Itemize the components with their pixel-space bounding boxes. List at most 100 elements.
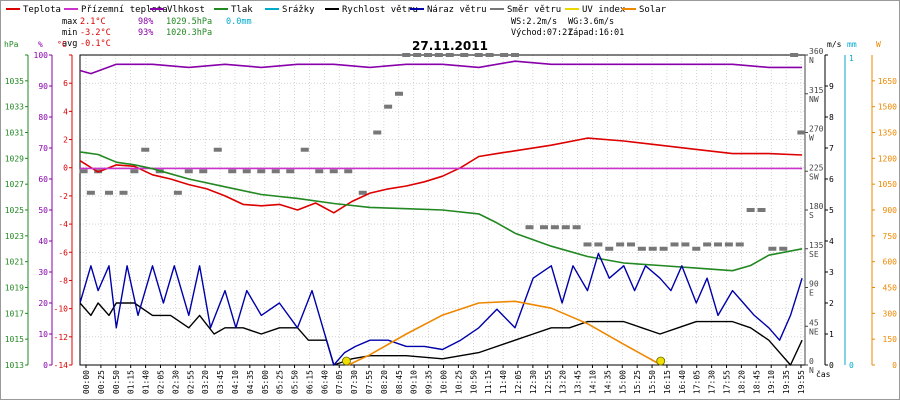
wind-direction-point (735, 242, 744, 247)
wind-direction-point (105, 190, 113, 195)
x-tick-label: 02:05 (156, 370, 165, 394)
stats-max-rain: 0.0mm (226, 17, 252, 27)
series (79, 53, 806, 366)
x-tick-label: 06:15 (305, 370, 314, 394)
x-tick-label: 02:30 (171, 370, 180, 394)
wind-direction-point (86, 190, 95, 195)
mm-axis-tick-label: 1 (849, 54, 854, 63)
temp-axis-tick-label: -14 (54, 361, 69, 370)
x-tick-label: 05:25 (276, 370, 285, 394)
wind-direction-point (511, 53, 519, 57)
x-tick-label: 15:50 (648, 370, 657, 394)
dir-axis-compass-label: N (809, 56, 814, 65)
series-line-naraz-vetru (79, 252, 803, 366)
hpa-axis-tick-label: 1035 (5, 77, 24, 86)
wind-direction-point (413, 53, 422, 57)
stats-max-temp: 2.1°C (80, 17, 106, 27)
dir-axis-tick-label: 135 (809, 241, 824, 250)
hum-axis-tick-label: 80 (38, 113, 48, 122)
w-axis-tick-label: 600 (883, 258, 898, 267)
stats-min-label: min (62, 28, 77, 38)
axis-unit-ms: m/s (827, 40, 842, 49)
w-axis-tick-label: 0 (892, 361, 897, 370)
wind-direction-point (779, 246, 788, 251)
legend: Teplota Přízemní teplota Vlhkost Tlak Srážky… (6, 5, 667, 15)
legend-label: Přízemní teplota (81, 5, 168, 15)
x-tick-label: 09:10 (410, 370, 419, 394)
x-tick-label: 01:15 (127, 370, 136, 394)
w-axis-tick-label: 1350 (878, 129, 897, 138)
wind-direction-point (648, 246, 657, 251)
w-axis-tick-label: 750 (883, 232, 898, 241)
legend-label: Solar (639, 5, 667, 15)
wind-direction-point (540, 225, 548, 230)
axis-unit-hpa: hPa (4, 40, 19, 49)
x-tick-label: 11:15 (484, 370, 493, 394)
wind-direction-point (213, 147, 222, 152)
wind-direction-point (257, 169, 266, 174)
x-axis-label: čas (816, 369, 831, 379)
x-tick-label: 19:35 (782, 370, 791, 394)
hpa-axis-tick-label: 1023 (5, 232, 24, 241)
temp-axis-tick-label: -8 (58, 276, 68, 285)
grid (80, 54, 805, 366)
ms-axis-tick-label: 6 (829, 175, 834, 184)
ms-axis-tick-label: 0 (829, 361, 834, 370)
x-tick-label: 14:10 (588, 370, 597, 394)
wind-direction-point (637, 246, 646, 251)
hum-axis-tick-label: 100 (34, 51, 49, 60)
x-tick-label: 07:30 (350, 370, 359, 394)
dir-axis-compass-label: W (809, 134, 814, 143)
wind-direction-point (500, 53, 509, 57)
hpa-axis-tick-label: 1029 (5, 154, 24, 163)
wind-direction-point (271, 169, 280, 174)
x-tick-label: 03:45 (216, 370, 225, 394)
hum-axis-tick-label: 60 (38, 175, 48, 184)
wind-direction-point (173, 190, 182, 195)
legend-label: Vlhkost (167, 5, 205, 15)
x-tick-label: 08:20 (380, 370, 389, 394)
wind-direction-point (373, 130, 382, 135)
series-line-solar (347, 300, 662, 366)
temp-axis-tick-label: -6 (58, 248, 68, 257)
wind-direction-point (79, 169, 88, 174)
info-wg: WG:3.6m/s (568, 17, 614, 27)
wind-direction-point (627, 242, 635, 247)
wind-direction-point (286, 169, 295, 174)
wind-direction-point (572, 225, 581, 230)
x-tick-label: 06:40 (320, 370, 329, 394)
wind-direction-point (550, 225, 559, 230)
dir-axis-compass-label: S (809, 211, 814, 220)
dir-axis-tick-label: 180 (809, 202, 824, 211)
wind-direction-point (300, 147, 309, 152)
temp-axis-tick-label: 6 (63, 79, 68, 88)
dir-axis-compass-label: E (809, 289, 814, 298)
x-tick-label: 08:45 (395, 370, 404, 394)
dir-axis-tick-label: 0 (809, 357, 814, 366)
wind-direction-point (724, 242, 733, 247)
dir-axis-tick-label: 225 (809, 163, 824, 172)
hpa-axis-tick-label: 1019 (5, 284, 24, 293)
x-tick-label: 14:35 (603, 370, 612, 394)
x-tick-label: 03:20 (201, 370, 210, 394)
dir-axis-compass-label: NE (809, 327, 819, 336)
x-tick-label: 18:20 (737, 370, 746, 394)
hum-axis-tick-label: 70 (38, 144, 48, 153)
stats-min-press: 1020.3hPa (166, 28, 212, 38)
axis-unit-w: W (876, 40, 881, 49)
sunrise-marker (342, 356, 351, 366)
x-tick-label: 12:30 (529, 370, 538, 394)
series-line-vlhkost (79, 60, 803, 75)
x-tick-label: 00:00 (82, 370, 91, 394)
wind-direction-point (424, 53, 432, 57)
hpa-axis-tick-label: 1017 (5, 309, 24, 318)
x-tick-label: 17:05 (693, 370, 702, 394)
ms-axis-tick-label: 8 (829, 113, 834, 122)
wind-direction-point (395, 91, 403, 96)
temp-axis-tick-label: 2 (63, 136, 68, 145)
legend-label: UV index (582, 5, 626, 15)
wind-direction-point (329, 169, 338, 174)
x-tick-label: 01:40 (142, 370, 151, 394)
x-axis-ticks: 00:00 00:25 00:50 01:15 01:40 02:05 02:30 02:55… (82, 365, 806, 394)
x-tick-label: 10:25 (454, 370, 463, 394)
